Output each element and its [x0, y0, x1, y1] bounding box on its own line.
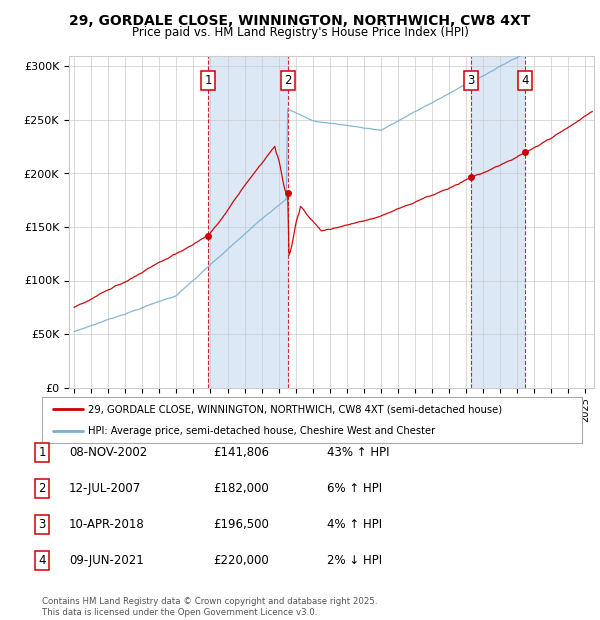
Text: HPI: Average price, semi-detached house, Cheshire West and Chester: HPI: Average price, semi-detached house,… [88, 426, 435, 436]
Text: £220,000: £220,000 [213, 554, 269, 567]
Text: 4: 4 [521, 74, 529, 87]
Text: £182,000: £182,000 [213, 482, 269, 495]
Text: 3: 3 [38, 518, 46, 531]
Text: 08-NOV-2002: 08-NOV-2002 [69, 446, 147, 459]
Text: 2: 2 [284, 74, 292, 87]
Text: £141,806: £141,806 [213, 446, 269, 459]
Text: 2: 2 [38, 482, 46, 495]
Text: 29, GORDALE CLOSE, WINNINGTON, NORTHWICH, CW8 4XT: 29, GORDALE CLOSE, WINNINGTON, NORTHWICH… [70, 14, 530, 28]
Text: 1: 1 [38, 446, 46, 459]
Bar [471, 56, 525, 388]
Text: 1: 1 [205, 74, 212, 87]
Text: 3: 3 [467, 74, 475, 87]
Text: Contains HM Land Registry data © Crown copyright and database right 2025.
This d: Contains HM Land Registry data © Crown c… [42, 598, 377, 617]
Text: 2% ↓ HPI: 2% ↓ HPI [327, 554, 382, 567]
Text: 4% ↑ HPI: 4% ↑ HPI [327, 518, 382, 531]
Text: 43% ↑ HPI: 43% ↑ HPI [327, 446, 389, 459]
Text: 12-JUL-2007: 12-JUL-2007 [69, 482, 141, 495]
Text: 4: 4 [38, 554, 46, 567]
Bar [208, 56, 288, 388]
Text: 09-JUN-2021: 09-JUN-2021 [69, 554, 144, 567]
Text: £196,500: £196,500 [213, 518, 269, 531]
Text: 6% ↑ HPI: 6% ↑ HPI [327, 482, 382, 495]
Text: 29, GORDALE CLOSE, WINNINGTON, NORTHWICH, CW8 4XT (semi-detached house): 29, GORDALE CLOSE, WINNINGTON, NORTHWICH… [88, 404, 502, 414]
Text: 10-APR-2018: 10-APR-2018 [69, 518, 145, 531]
Text: Price paid vs. HM Land Registry's House Price Index (HPI): Price paid vs. HM Land Registry's House … [131, 26, 469, 39]
